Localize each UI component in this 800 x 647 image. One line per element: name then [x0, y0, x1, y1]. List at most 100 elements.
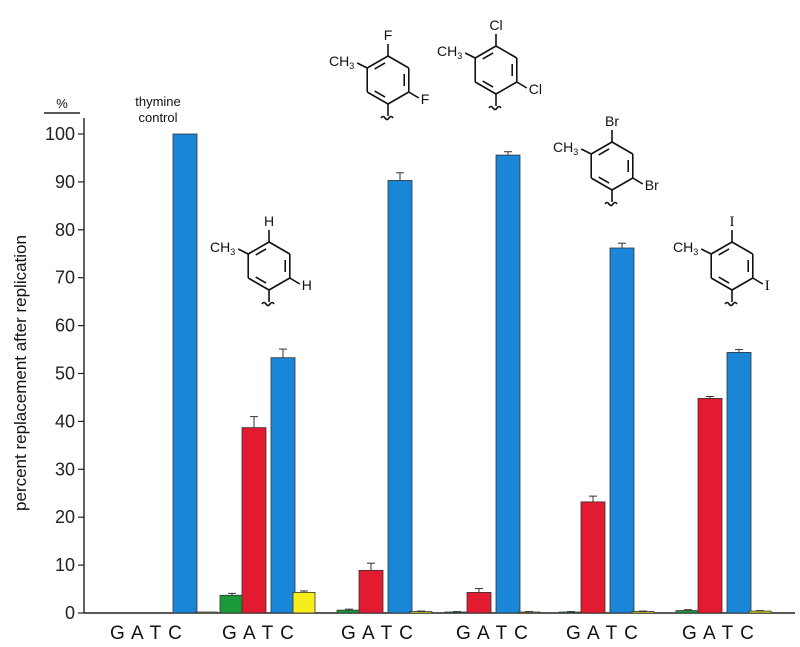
y-tick-label: 30 — [55, 459, 75, 479]
x-category-label: G A T C — [222, 623, 295, 644]
y-tick-label: 40 — [55, 411, 75, 431]
substituent-label: Cl — [489, 17, 502, 33]
double-bond — [718, 276, 730, 284]
x-category-label: G A T C — [341, 623, 414, 644]
methyl-label: CH3 — [673, 239, 698, 257]
substituent-label: F — [384, 27, 393, 43]
molecule-structure: H H CH3 — [210, 213, 312, 307]
molecule-structure: Br Br CH3 — [553, 113, 659, 207]
methyl-bond — [700, 248, 712, 255]
substituent-label: Cl — [529, 81, 542, 97]
substituent-label: Br — [645, 177, 659, 193]
bar-C — [517, 611, 541, 614]
double-bond — [718, 248, 730, 256]
double-bond — [482, 52, 494, 60]
ring-bond — [247, 241, 270, 255]
ring-bond — [495, 45, 518, 59]
bar-C — [409, 611, 433, 614]
attachment-wave — [604, 201, 618, 207]
y-tick-label: 80 — [55, 220, 75, 240]
double-bond — [374, 62, 386, 70]
axes: 0 10 20 30 40 50 60 70 80 90 100% percent replaceme… — [11, 96, 795, 623]
bar-C — [292, 592, 316, 614]
bar-C — [631, 611, 655, 614]
bar-A — [580, 501, 606, 614]
ring-bond — [366, 55, 389, 69]
molecule-structure: I I CH3 — [673, 214, 770, 307]
methyl-label: CH3 — [329, 53, 354, 71]
y-tick-label: 20 — [55, 507, 75, 527]
bar-T — [609, 247, 635, 614]
x-category-label: G A T C — [456, 623, 529, 644]
methyl-label: CH3 — [553, 139, 578, 157]
group-label-line1: thymine — [135, 94, 181, 109]
bar-A — [358, 569, 384, 614]
bar-T — [726, 352, 752, 614]
ring-bond — [731, 241, 754, 255]
methyl-label: CH3 — [210, 239, 235, 257]
substituent-bond — [752, 277, 764, 285]
y-tick-label: 70 — [55, 268, 75, 288]
y-tick-label: 60 — [55, 316, 75, 336]
ring-bond — [268, 277, 291, 291]
ring-bond — [710, 277, 733, 291]
y-tick-label: 10 — [55, 555, 75, 575]
ring-bond — [710, 241, 733, 255]
bar-G — [558, 611, 584, 614]
y-tick-label: 50 — [55, 364, 75, 384]
methyl-bond — [580, 148, 592, 155]
bar-T — [495, 154, 521, 614]
substituent-label: H — [302, 277, 312, 293]
methyl-bond — [237, 248, 249, 255]
attachment-wave — [724, 301, 738, 307]
attachment-wave — [261, 301, 275, 307]
bar-C — [194, 611, 218, 614]
substituent-bond — [632, 177, 644, 185]
double-bond — [374, 90, 386, 98]
ring-bond — [247, 277, 270, 291]
ring-bond — [387, 91, 410, 105]
ring-bond — [611, 141, 634, 155]
y-axis-title: percent replacement after replication — [11, 235, 30, 511]
double-bond — [598, 148, 610, 156]
y-tick-label: 0 — [65, 603, 75, 623]
attachment-wave — [488, 105, 502, 111]
substituent-bond — [516, 81, 528, 89]
ring-bond — [474, 45, 497, 59]
double-bond — [482, 80, 494, 88]
x-category-label: G A T C — [682, 623, 755, 644]
substituent-label: H — [264, 213, 274, 229]
bar-A — [697, 398, 723, 614]
substituent-label: I — [730, 214, 735, 230]
bar-T — [270, 357, 296, 614]
molecule-structure: Cl Cl CH3 — [437, 17, 542, 111]
molecule-structure: F F CH3 — [329, 27, 430, 121]
group-label-line2: control — [138, 110, 177, 125]
ring-bond — [590, 177, 613, 191]
bar-A — [241, 427, 267, 614]
substituent-bond — [408, 91, 420, 99]
bar-G — [219, 594, 245, 614]
double-bond — [255, 276, 267, 284]
bar-T — [387, 180, 413, 614]
bar-G — [336, 609, 362, 614]
bar-G — [675, 610, 701, 614]
ring-bond — [366, 91, 389, 105]
substituent-label: Br — [605, 113, 619, 129]
bars — [172, 133, 772, 614]
y-tick-label: 100 — [45, 124, 75, 144]
ring-bond — [590, 141, 613, 155]
bar-T — [172, 133, 198, 614]
ring-bond — [611, 177, 634, 191]
methyl-label: CH3 — [437, 43, 462, 61]
methyl-bond — [356, 62, 368, 69]
substituent-label: I — [765, 278, 770, 294]
y-unit-label: % — [56, 96, 68, 111]
bar-G — [444, 611, 470, 614]
ring-bond — [495, 81, 518, 95]
ring-bond — [387, 55, 410, 69]
substituent-label: F — [421, 91, 430, 107]
ring-bond — [731, 277, 754, 291]
y-tick-label: 90 — [55, 172, 75, 192]
